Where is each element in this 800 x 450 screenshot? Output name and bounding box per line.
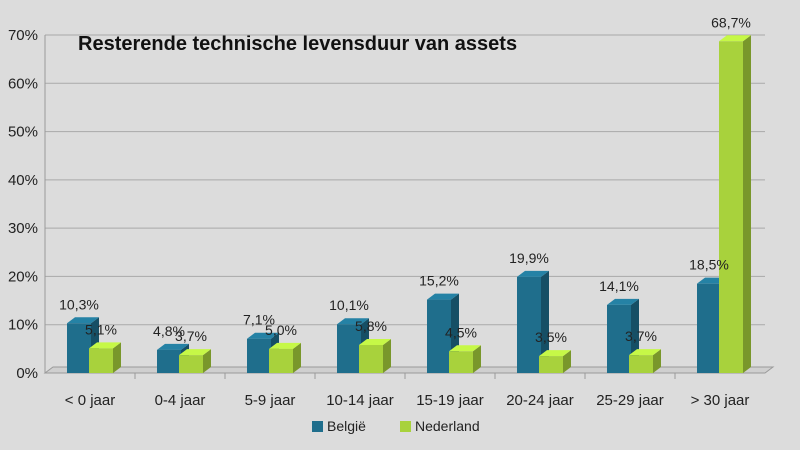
bar-top bbox=[179, 349, 211, 356]
bar-front bbox=[359, 344, 383, 373]
y-tick-label: 40% bbox=[8, 172, 38, 189]
bar bbox=[179, 349, 211, 373]
data-label: 3,7% bbox=[175, 328, 207, 344]
bar-side bbox=[113, 342, 121, 373]
legend-label-belgie: België bbox=[327, 418, 366, 434]
bar-top bbox=[539, 350, 571, 357]
bar-top bbox=[629, 349, 661, 356]
y-tick-label: 20% bbox=[8, 268, 38, 285]
bar-front bbox=[449, 351, 473, 373]
y-tick-label: 0% bbox=[16, 365, 38, 382]
bar-front bbox=[629, 355, 653, 373]
bar bbox=[89, 342, 121, 373]
data-label: 68,7% bbox=[711, 14, 751, 30]
bar-top bbox=[719, 35, 751, 42]
bar bbox=[629, 349, 661, 373]
x-tick-label: 20-24 jaar bbox=[506, 392, 574, 409]
bar-front bbox=[67, 323, 91, 373]
bar-front bbox=[89, 348, 113, 373]
bar bbox=[269, 342, 301, 373]
chart-title: Resterende technische levensduur van ass… bbox=[78, 33, 517, 55]
data-label: 19,9% bbox=[509, 250, 549, 266]
bar-top bbox=[359, 338, 391, 345]
data-labels: 10,3%5,1% 4,8%3,7%7,1%5,0%10,1%5,8%15,2%4… bbox=[59, 14, 751, 345]
bar-side bbox=[473, 345, 481, 373]
grid bbox=[43, 34, 775, 379]
bar bbox=[517, 270, 549, 373]
y-tick-label: 30% bbox=[8, 220, 38, 237]
data-label: 5,0% bbox=[265, 322, 297, 338]
bar bbox=[719, 35, 751, 374]
bar bbox=[449, 345, 481, 373]
x-tick-label: < 0 jaar bbox=[65, 392, 115, 409]
y-tick-label: 60% bbox=[8, 75, 38, 92]
y-tick-label: 10% bbox=[8, 317, 38, 334]
bar-side bbox=[743, 35, 751, 374]
y-axis-ticks: 0% 10% 20% 30% 40% 50% 60% 70% bbox=[8, 27, 38, 382]
bar-top bbox=[269, 342, 301, 349]
bar-top bbox=[67, 317, 99, 324]
data-label: 4,5% bbox=[445, 324, 477, 340]
data-label: 3,7% bbox=[625, 328, 657, 344]
legend-swatch-nederland bbox=[400, 421, 411, 432]
x-axis-ticks: < 0 jaar 0-4 jaar 5-9 jaar 10-14 jaar 15-19 … bbox=[65, 392, 750, 409]
data-label: 3,5% bbox=[535, 329, 567, 345]
bar bbox=[359, 338, 391, 373]
bar-top bbox=[449, 345, 481, 352]
y-tick-label: 50% bbox=[8, 124, 38, 141]
bar-front bbox=[247, 338, 271, 373]
x-tick-label: 0-4 jaar bbox=[155, 392, 206, 409]
bar-top bbox=[247, 332, 279, 339]
bar-front bbox=[427, 299, 451, 373]
bars bbox=[67, 35, 751, 374]
bar-front bbox=[517, 276, 541, 373]
x-tick-label: 10-14 jaar bbox=[326, 392, 394, 409]
x-tick-label: 5-9 jaar bbox=[245, 392, 296, 409]
bar-side bbox=[383, 338, 391, 373]
bar-top bbox=[89, 342, 121, 349]
x-tick-label: 15-19 jaar bbox=[416, 392, 484, 409]
bar-top bbox=[337, 318, 369, 325]
bar-front bbox=[157, 349, 181, 373]
legend: België Nederland bbox=[312, 418, 480, 434]
bar-front bbox=[607, 304, 631, 373]
bar-front bbox=[337, 324, 361, 373]
data-label: 10,1% bbox=[329, 297, 369, 313]
bar-side bbox=[563, 350, 571, 373]
bar-front bbox=[719, 41, 743, 374]
legend-swatch-belgie bbox=[312, 421, 323, 432]
data-label: 7,1% bbox=[243, 312, 275, 328]
x-tick-label: > 30 jaar bbox=[691, 392, 750, 409]
x-tick-label: 25-29 jaar bbox=[596, 392, 664, 409]
data-label: 14,1% bbox=[599, 278, 639, 294]
bar-front bbox=[269, 348, 293, 373]
data-label: 10,3% bbox=[59, 296, 99, 312]
floor bbox=[43, 366, 775, 374]
bar-top bbox=[427, 293, 459, 300]
data-label: 5,8% bbox=[355, 318, 387, 334]
data-label: 15,2% bbox=[419, 273, 459, 289]
bar-side bbox=[541, 270, 549, 373]
data-label: 18,5% bbox=[689, 257, 729, 273]
bar-side bbox=[203, 349, 211, 373]
legend-label-nederland: Nederland bbox=[415, 418, 480, 434]
data-label: 5,1% bbox=[85, 321, 117, 337]
bar-top bbox=[157, 343, 189, 350]
bar-top bbox=[607, 298, 639, 305]
bar-front bbox=[179, 355, 203, 373]
bar-top bbox=[517, 270, 549, 277]
bar bbox=[539, 350, 571, 373]
data-label: 4,8% bbox=[153, 323, 185, 339]
bar-side bbox=[653, 349, 661, 373]
bar-side bbox=[293, 342, 301, 373]
bar-front bbox=[539, 356, 563, 373]
y-tick-label: 70% bbox=[8, 27, 38, 44]
bar-front bbox=[697, 283, 721, 373]
